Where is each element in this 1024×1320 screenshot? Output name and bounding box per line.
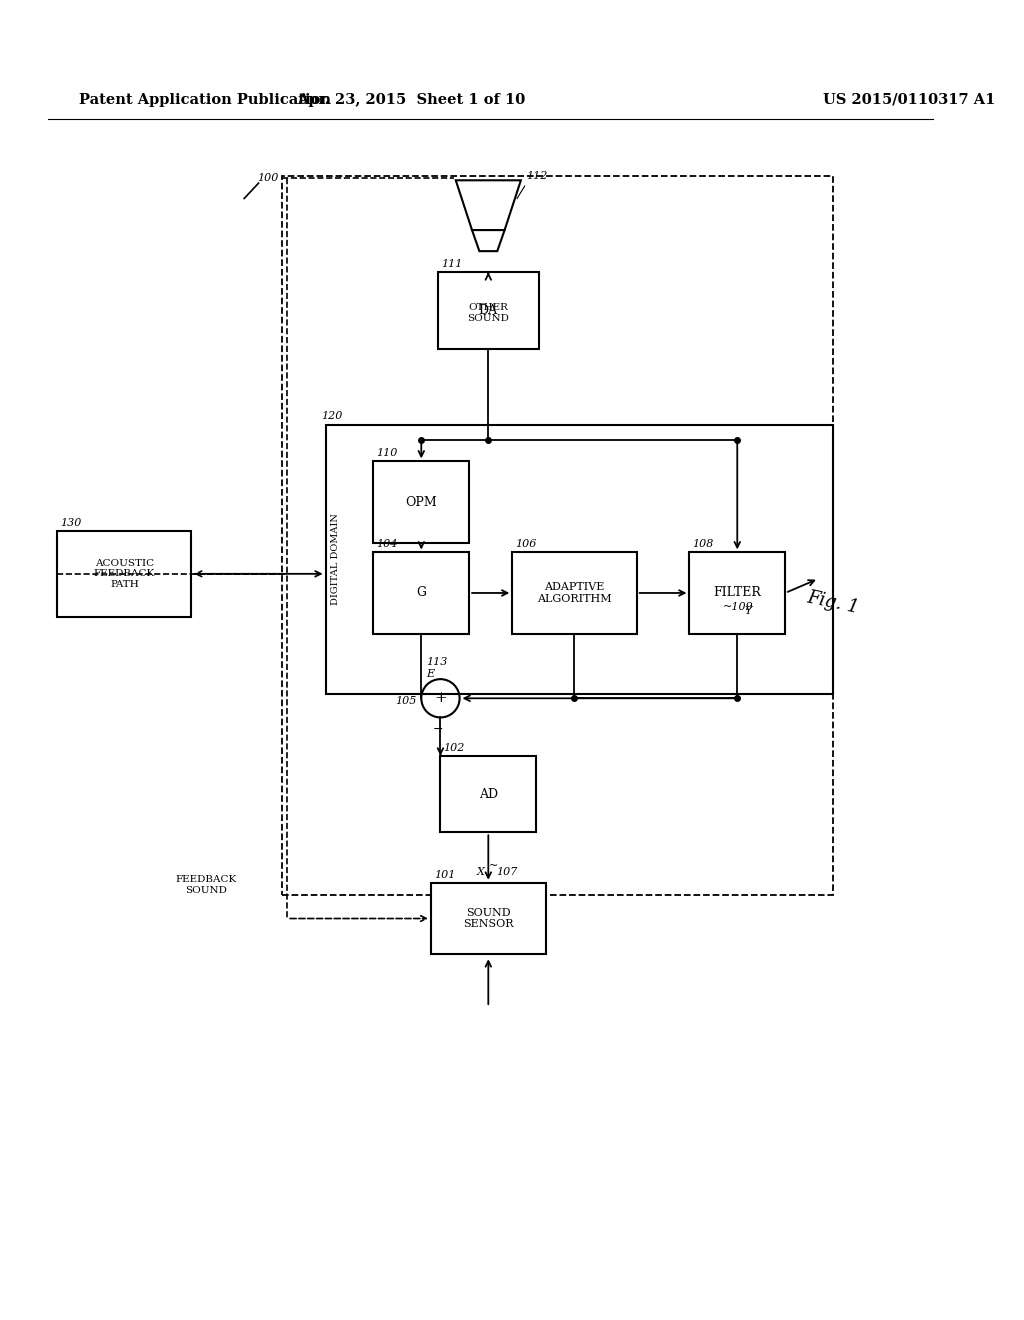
Text: 100: 100 [257, 173, 279, 183]
Bar [440, 756, 537, 833]
Bar [374, 461, 469, 543]
Text: 101: 101 [434, 870, 455, 879]
Text: E: E [426, 669, 434, 678]
Text: 108: 108 [692, 540, 714, 549]
Text: FEEDBACK
SOUND: FEEDBACK SOUND [175, 875, 237, 895]
Bar [431, 883, 546, 954]
Text: −: − [432, 723, 442, 737]
Text: 112: 112 [526, 172, 548, 181]
Text: US 2015/0110317 A1: US 2015/0110317 A1 [823, 92, 995, 107]
Polygon shape [472, 230, 505, 251]
Polygon shape [456, 181, 521, 230]
Text: ACOUSTIC
FEEDBACK
PATH: ACOUSTIC FEEDBACK PATH [94, 558, 155, 589]
Text: 120: 120 [321, 411, 342, 421]
Bar [374, 552, 469, 634]
Text: 110: 110 [376, 449, 397, 458]
Text: 107: 107 [496, 867, 517, 878]
Bar [512, 552, 637, 634]
Bar [283, 177, 833, 895]
Text: OPM: OPM [406, 495, 437, 508]
Text: 105: 105 [395, 696, 417, 706]
Text: 111: 111 [441, 259, 462, 269]
Text: 102: 102 [443, 743, 465, 752]
Text: SOUND
SENSOR: SOUND SENSOR [463, 908, 514, 929]
Text: Y: Y [744, 606, 753, 616]
Text: Fig. 1: Fig. 1 [805, 589, 861, 616]
Text: ~109: ~109 [723, 602, 754, 612]
Text: 130: 130 [60, 517, 82, 528]
Text: 106: 106 [515, 540, 537, 549]
Text: 113: 113 [426, 657, 447, 668]
Bar [689, 552, 785, 634]
Text: DA: DA [479, 304, 498, 317]
Text: Apr. 23, 2015  Sheet 1 of 10: Apr. 23, 2015 Sheet 1 of 10 [298, 92, 526, 107]
Text: FILTER: FILTER [714, 586, 761, 599]
Text: ADAPTIVE
ALGORITHM: ADAPTIVE ALGORITHM [538, 582, 611, 603]
Bar [57, 531, 191, 616]
Text: ~: ~ [488, 861, 498, 871]
Text: AD: AD [479, 788, 498, 800]
Bar [326, 425, 833, 693]
Text: OTHER
SOUND: OTHER SOUND [467, 304, 509, 322]
Text: +: + [434, 692, 446, 705]
Text: 104: 104 [376, 540, 397, 549]
Text: DIGITAL DOMAIN: DIGITAL DOMAIN [331, 513, 340, 606]
Bar [438, 272, 539, 348]
Text: G: G [417, 586, 426, 599]
Text: X: X [477, 867, 484, 878]
Text: Patent Application Publication: Patent Application Publication [79, 92, 331, 107]
